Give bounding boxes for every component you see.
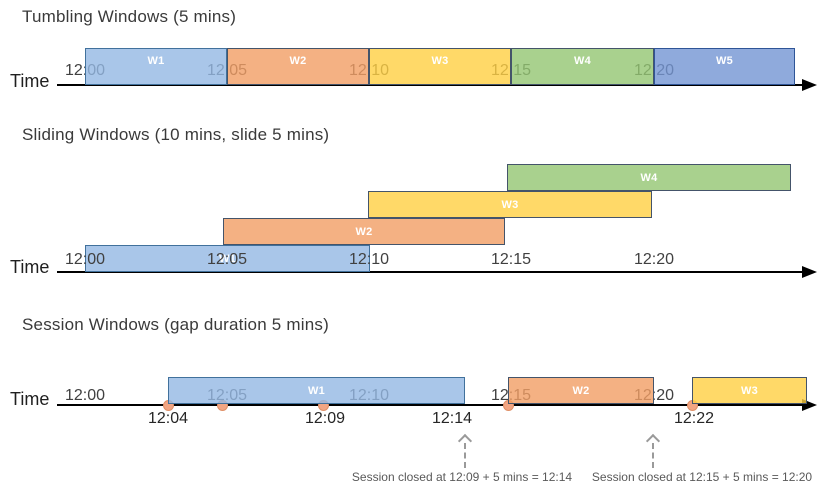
- sliding-tick-label: 12:20: [633, 251, 675, 268]
- session-window-box-w1: W1: [168, 377, 465, 404]
- tumbling-window-label-w5: W5: [715, 55, 734, 67]
- sliding-window-label-w2: W2: [355, 225, 373, 238]
- sliding-section-title: Sliding Windows (10 mins, slide 5 mins): [22, 125, 330, 144]
- tumbling-window-box-w2: W2: [227, 48, 369, 85]
- annotation-arrow-stem: [652, 443, 654, 468]
- tumbling-window-box-w3: W3: [369, 48, 511, 85]
- sliding-tick-label: 12:15: [490, 251, 532, 268]
- session-event-time-label: 12:09: [304, 410, 346, 427]
- sliding-window-box-w3: W3: [368, 191, 652, 218]
- tumbling-timeline-arrowhead-icon: [802, 79, 817, 91]
- tumbling-timeline: [57, 84, 802, 86]
- tumbling-window-label-w4: W4: [573, 55, 592, 67]
- tumbling-time-axis-label: Time: [10, 71, 50, 91]
- tumbling-window-box-w4: W4: [511, 48, 654, 85]
- sliding-window-label-w3: W3: [501, 198, 519, 211]
- sliding-window-label-w1: W1: [218, 252, 237, 265]
- session-event-time-label: 12:14: [431, 410, 473, 427]
- annotation-arrow-stem: [464, 443, 466, 468]
- session-tick-label: 12:00: [64, 387, 106, 404]
- sliding-window-box-w1: W1: [85, 245, 370, 272]
- session-event-time-label: 12:22: [673, 410, 715, 427]
- sliding-tick-label: 12:00: [64, 251, 106, 268]
- session-closed-annotation: Session closed at 12:09 + 5 mins = 12:14: [351, 470, 573, 484]
- session-closed-annotation: Session closed at 12:15 + 5 mins = 12:20: [591, 470, 813, 484]
- sliding-window-box-w2: W2: [223, 218, 505, 245]
- session-window-box-w2: W2: [508, 377, 654, 404]
- sliding-timeline-arrowhead-icon: [802, 266, 817, 278]
- tumbling-window-label-w1: W1: [147, 55, 165, 67]
- tumbling-window-box-w1: W1: [85, 48, 227, 85]
- session-window-label-w1: W1: [307, 384, 326, 397]
- sliding-window-box-w4: W4: [507, 164, 791, 191]
- sliding-tick-label: 12:05: [206, 251, 248, 268]
- sliding-time-axis-label: Time: [10, 257, 50, 277]
- sliding-tick-label: 12:10: [348, 251, 390, 268]
- session-section-title: Session Windows (gap duration 5 mins): [22, 315, 329, 334]
- tumbling-section-title: Tumbling Windows (5 mins): [22, 7, 237, 26]
- sliding-window-label-w4: W4: [640, 171, 658, 184]
- sliding-timeline: [57, 271, 802, 273]
- session-time-axis-label: Time: [10, 389, 50, 409]
- session-event-time-label: 12:04: [147, 410, 189, 427]
- session-window-label-w3: W3: [740, 384, 759, 397]
- session-window-label-w2: W2: [572, 384, 590, 397]
- tumbling-window-label-w2: W2: [289, 55, 307, 67]
- session-window-box-w3: W3: [692, 377, 807, 404]
- tumbling-window-label-w3: W3: [431, 55, 449, 67]
- session-timeline: [57, 404, 802, 406]
- tumbling-window-box-w5: W5: [654, 48, 795, 85]
